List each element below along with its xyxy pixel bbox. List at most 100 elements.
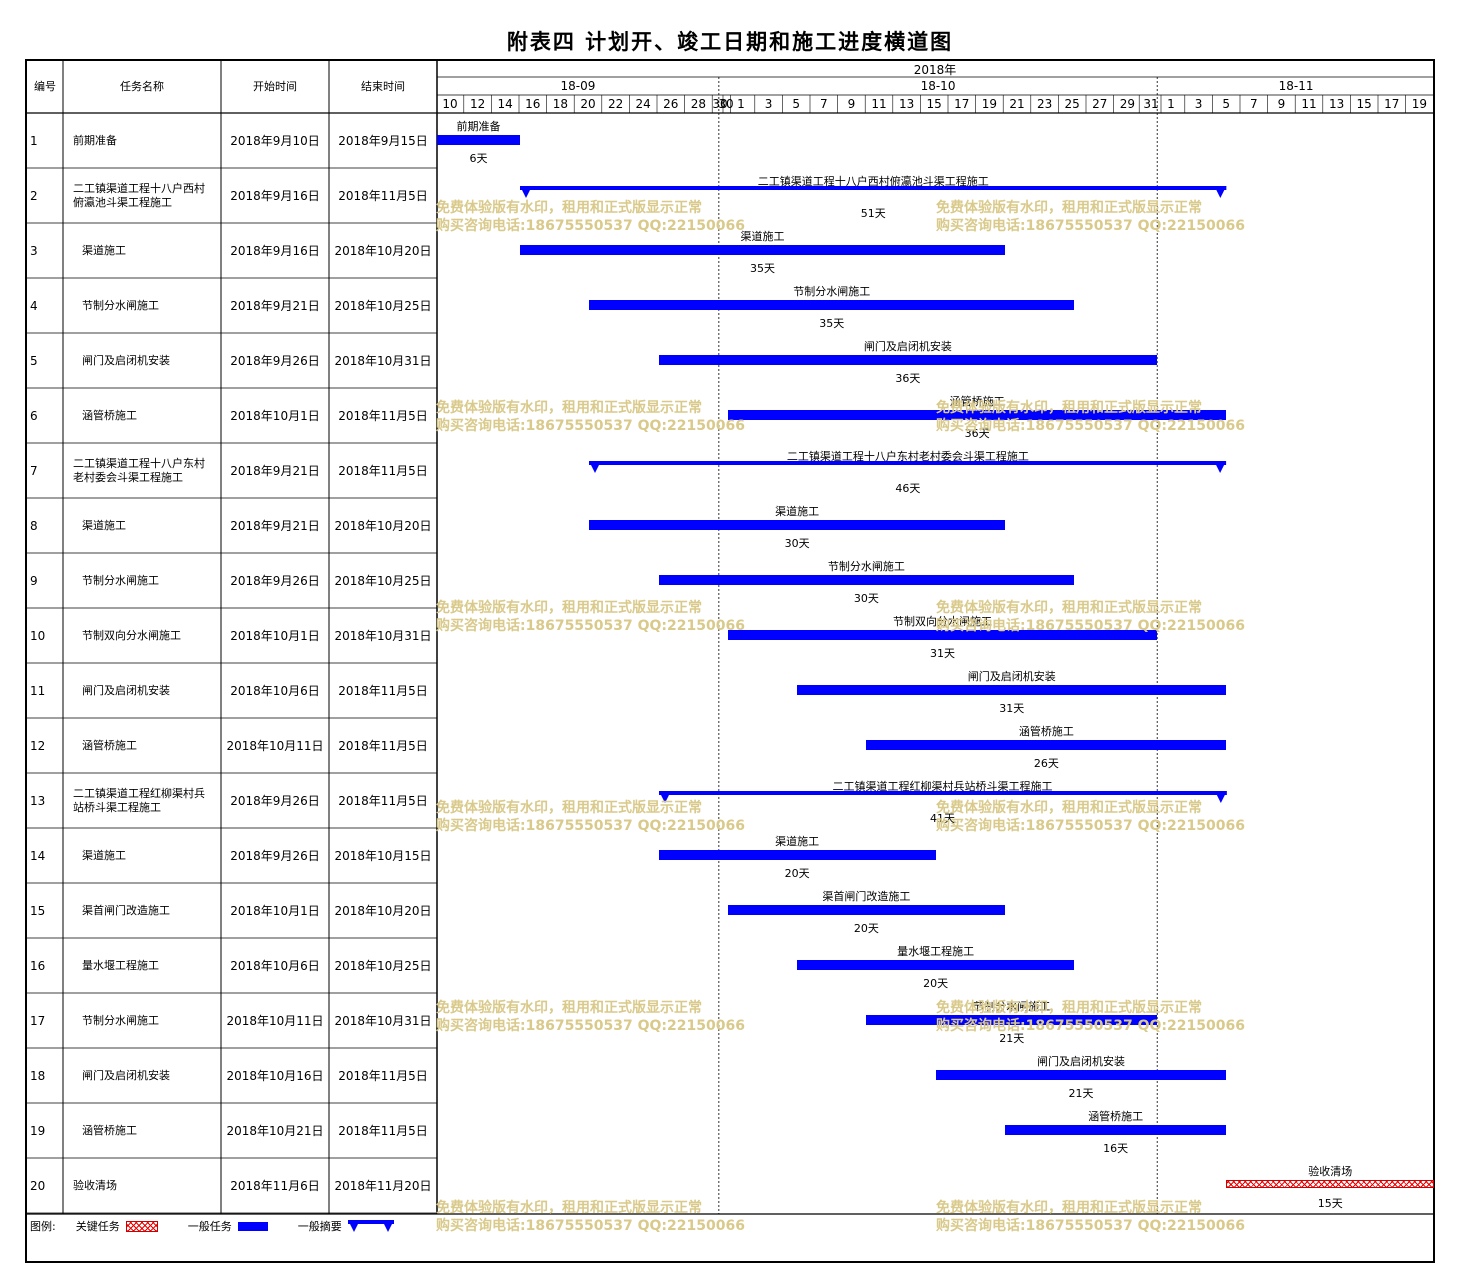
- task-start-date: 2018年10月6日: [230, 959, 320, 973]
- task-start-date: 2018年10月1日: [230, 629, 320, 643]
- task-start-date: 2018年9月16日: [230, 244, 320, 258]
- task-start-date: 2018年9月10日: [230, 134, 320, 148]
- task-start-date: 2018年10月16日: [226, 1069, 324, 1083]
- task-bar: [727, 905, 1005, 915]
- day-tick-label: 9: [1277, 97, 1286, 111]
- bar-label: 验收清场: [1308, 1165, 1353, 1178]
- task-bar: [1004, 1125, 1227, 1135]
- task-end-date: 2018年11月5日: [338, 464, 428, 478]
- bar-label: 渠道施工: [740, 230, 785, 243]
- bar-label: 闸门及启闭机安装: [1037, 1055, 1126, 1068]
- task-bar: [866, 1015, 1158, 1025]
- task-number: 18: [30, 1068, 46, 1083]
- task-number: 14: [30, 848, 46, 863]
- task-name: 量水堰工程施工: [82, 958, 159, 972]
- task-bar: [589, 300, 1075, 310]
- day-tick-label: 12: [469, 97, 486, 111]
- day-tick-label: 17: [954, 97, 970, 111]
- task-name: 前期准备: [73, 133, 117, 147]
- task-number: 11: [30, 683, 46, 698]
- day-tick-label: 25: [1064, 97, 1080, 111]
- task-name: 节制分水闸施工: [82, 1013, 159, 1027]
- summary-bar: [658, 791, 1227, 805]
- bar-label: 渠道施工: [775, 505, 820, 518]
- duration-label: 20天: [853, 922, 879, 935]
- task-name: 渠首闸门改造施工: [82, 903, 170, 917]
- day-tick-label: 21: [1009, 97, 1025, 111]
- task-name: 节制双向分水闸施工: [82, 628, 181, 642]
- task-end-date: 2018年9月15日: [338, 134, 428, 148]
- task-number: 15: [30, 903, 46, 918]
- critical-bar: [1226, 1180, 1434, 1188]
- day-tick-label: 1: [737, 97, 745, 111]
- duration-label: 30天: [853, 592, 879, 605]
- day-tick-label: 11: [871, 97, 887, 111]
- day-tick-label: 18: [552, 97, 569, 111]
- task-end-date: 2018年10月20日: [334, 904, 432, 918]
- column-header-name: 任务名称: [120, 80, 164, 93]
- task-end-date: 2018年10月25日: [334, 574, 432, 588]
- task-end-date: 2018年10月15日: [334, 849, 432, 863]
- duration-label: 16天: [1103, 1142, 1129, 1155]
- day-tick-label: 3: [1194, 97, 1203, 111]
- task-start-date: 2018年9月26日: [230, 574, 320, 588]
- day-tick-label: 5: [1222, 97, 1231, 111]
- task-number: 5: [30, 353, 38, 368]
- task-end-date: 2018年11月20日: [334, 1179, 432, 1193]
- bar-label: 量水堰工程施工: [897, 945, 975, 958]
- day-tick-label: 26: [663, 97, 679, 111]
- task-end-date: 2018年11月5日: [338, 794, 428, 808]
- day-tick-label: 31: [1143, 97, 1159, 111]
- duration-label: 20天: [784, 867, 810, 880]
- bar-label: 节制双向分水闸施工: [893, 615, 993, 628]
- day-tick-label: 30: [712, 97, 728, 111]
- duration-label: 36天: [895, 372, 921, 385]
- task-bar: [727, 410, 1227, 420]
- bar-label: 二工镇渠道工程十八户东村老村委会斗渠工程施工: [786, 450, 1029, 463]
- task-name: 节制分水闸施工: [82, 298, 159, 312]
- task-start-date: 2018年11月6日: [230, 1179, 320, 1193]
- task-end-date: 2018年10月31日: [334, 629, 432, 643]
- bar-label: 节制分水闸施工: [793, 285, 871, 298]
- bar-label: 渠首闸门改造施工: [822, 890, 911, 903]
- day-tick-label: 16: [525, 97, 541, 111]
- day-tick-label: 19: [981, 97, 998, 111]
- legend-summary-swatch: [347, 1220, 394, 1232]
- summary-bar: [520, 186, 1227, 200]
- duration-label: 35天: [749, 262, 775, 275]
- task-end-date: 2018年10月25日: [334, 959, 432, 973]
- task-name: 涵管桥施工: [82, 738, 137, 752]
- day-tick-label: 19: [1411, 97, 1428, 111]
- duration-label: 30天: [784, 537, 810, 550]
- task-end-date: 2018年11月5日: [338, 409, 428, 423]
- duration-label: 6天: [469, 152, 488, 165]
- month-label: 18-09: [560, 79, 596, 93]
- task-number: 9: [30, 573, 38, 588]
- duration-label: 31天: [930, 647, 956, 660]
- duration-label: 21天: [999, 1032, 1025, 1045]
- task-name: 闸门及启闭机安装: [82, 683, 170, 697]
- day-tick-label: 11: [1301, 97, 1317, 111]
- task-start-date: 2018年9月26日: [230, 354, 320, 368]
- day-tick-label: 13: [898, 97, 915, 111]
- day-tick-label: 17: [1384, 97, 1400, 111]
- day-tick-label: 5: [792, 97, 801, 111]
- task-name: 二工镇渠道工程十八户东村老村委会斗渠工程施工: [73, 456, 205, 484]
- task-end-date: 2018年10月20日: [334, 519, 432, 533]
- task-end-date: 2018年10月31日: [334, 354, 432, 368]
- day-tick-label: 20: [580, 97, 596, 111]
- legend: 图例: 关键任务 一般任务 一般摘要: [30, 1217, 394, 1235]
- task-number: 16: [30, 958, 46, 973]
- task-name: 闸门及启闭机安装: [82, 353, 170, 367]
- duration-label: 20天: [923, 977, 949, 990]
- task-start-date: 2018年10月11日: [226, 1014, 324, 1028]
- legend-critical-label: 关键任务: [75, 1220, 120, 1233]
- day-tick-label: 23: [1036, 97, 1053, 111]
- day-tick-label: 7: [819, 97, 828, 111]
- task-bar: [727, 630, 1158, 640]
- task-start-date: 2018年9月26日: [230, 794, 320, 808]
- day-tick-label: 15: [926, 97, 942, 111]
- task-number: 12: [30, 738, 46, 753]
- day-tick-label: 9: [847, 97, 856, 111]
- month-label: 18-10: [920, 79, 956, 93]
